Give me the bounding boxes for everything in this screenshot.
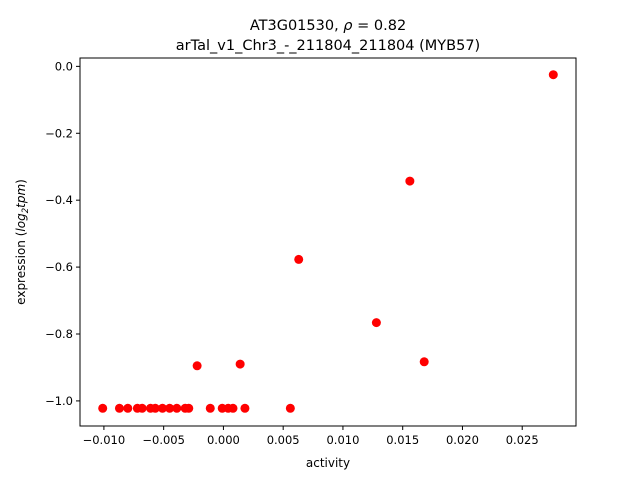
data-point [165, 403, 175, 413]
y-tick-label: −0.2 [45, 126, 73, 140]
data-point [157, 403, 167, 413]
x-tick-label: 0.020 [446, 433, 479, 447]
x-tick-label: −0.010 [83, 433, 126, 447]
data-point [123, 403, 133, 413]
x-tick-label: 0.015 [386, 433, 419, 447]
data-point [192, 361, 202, 371]
data-point [98, 403, 108, 413]
data-point [285, 403, 295, 413]
y-tick-label: 0.0 [55, 59, 73, 73]
data-point [137, 403, 147, 413]
x-tick-label: 0.010 [326, 433, 359, 447]
x-axis-label: activity [306, 456, 350, 470]
data-point [114, 403, 124, 413]
x-tick-label: 0.025 [506, 433, 539, 447]
data-point [294, 254, 304, 264]
data-point [405, 176, 415, 186]
data-point [235, 359, 245, 369]
x-tick-label: 0.000 [207, 433, 240, 447]
y-tick-label: −1.0 [45, 394, 73, 408]
y-axis-label: expression (log2tpm) [14, 179, 31, 305]
data-point [150, 403, 160, 413]
axes-background [80, 58, 576, 426]
data-point [240, 403, 250, 413]
axes-frame [79, 57, 577, 427]
data-point [371, 318, 381, 328]
data-point [172, 403, 182, 413]
y-tick-label: −0.6 [45, 260, 73, 274]
data-point [228, 403, 238, 413]
x-tick-label: 0.005 [267, 433, 300, 447]
y-axis-ticks: −1.0 −0.8 −0.6 −0.4 −0.2 0.0 [45, 59, 80, 408]
data-points [98, 70, 558, 413]
data-point [548, 70, 558, 80]
y-tick-label: −0.8 [45, 327, 73, 341]
x-axis-ticks: −0.010 −0.005 0.000 0.005 0.010 0.015 0.020 0.0… [83, 426, 539, 447]
chart-title-line-1: AT3G01530, ρ = 0.82 [250, 18, 406, 34]
chart-title-line-2: arTal_v1_Chr3_-_211804_211804 (MYB57) [176, 38, 480, 54]
data-point [184, 403, 194, 413]
data-point [205, 403, 215, 413]
data-point [419, 357, 429, 367]
y-tick-label: −0.4 [45, 193, 73, 207]
x-tick-label: −0.005 [142, 433, 185, 447]
plot-area [79, 57, 577, 427]
